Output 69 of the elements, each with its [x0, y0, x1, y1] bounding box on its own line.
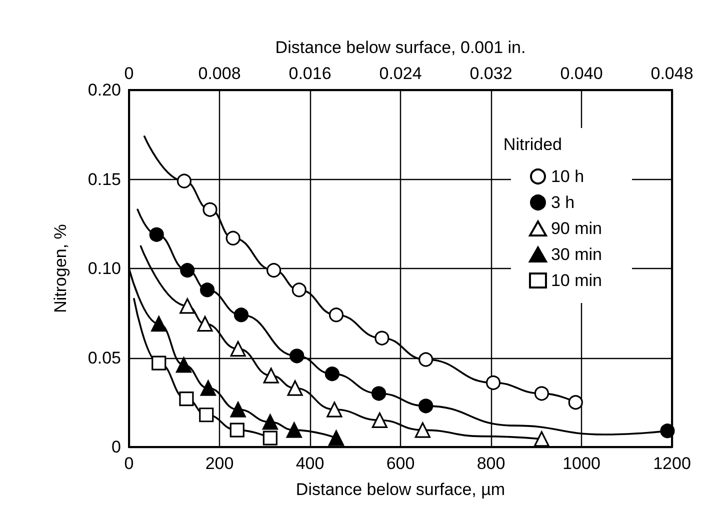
point [226, 230, 240, 246]
point [418, 352, 434, 367]
point [660, 424, 675, 438]
point [324, 366, 340, 382]
x2-tick-label: 0 [124, 64, 134, 83]
point [418, 398, 434, 414]
point [287, 380, 303, 396]
x-axis-title: Distance below surface, µm [296, 480, 506, 499]
point [151, 316, 167, 332]
point [149, 227, 164, 242]
y-tick-label: 0.15 [88, 170, 121, 189]
point [292, 282, 306, 298]
legend-title: Nitrided [503, 135, 562, 154]
point [286, 422, 302, 438]
x2-tick-label: 0.040 [560, 64, 603, 83]
point [262, 430, 278, 446]
point [486, 375, 501, 390]
y-tick-label: 0 [112, 438, 121, 456]
point [328, 430, 344, 446]
point [180, 298, 196, 314]
point [199, 408, 214, 422]
y-tick-label: 0.05 [88, 348, 121, 368]
x-tick-label: 0 [124, 454, 134, 473]
point [230, 422, 244, 438]
point [374, 330, 390, 346]
point [176, 174, 192, 188]
point [152, 356, 166, 370]
point [200, 380, 216, 396]
point [326, 402, 342, 418]
y-axis-title: Nitrogen, % [51, 224, 70, 313]
point [534, 386, 549, 401]
x2-tick-label: 0.016 [288, 64, 332, 83]
point [202, 202, 218, 217]
legend-label: 10 min [550, 271, 602, 290]
x2-tick-label: 0.024 [379, 64, 422, 83]
point [179, 392, 194, 406]
x-tick-label: 1000 [562, 454, 600, 473]
point [234, 308, 249, 322]
point [230, 341, 246, 357]
point [263, 368, 279, 384]
point [197, 316, 213, 332]
y-tick-label: 0.20 [88, 80, 121, 100]
point [568, 395, 583, 410]
point [200, 282, 215, 298]
point [266, 262, 282, 278]
point [230, 402, 246, 418]
point [180, 262, 195, 278]
x-tick-label: 200 [205, 454, 234, 473]
point [372, 412, 388, 428]
point [534, 431, 550, 447]
x2-tick-label: 0.032 [470, 64, 512, 83]
legend-label: 90 min [550, 219, 602, 238]
point [290, 348, 304, 364]
x-tick-label: 600 [386, 454, 415, 473]
x2-tick-label: 0.008 [198, 64, 241, 83]
point [328, 308, 344, 322]
x-tick-label: 1200 [653, 454, 691, 473]
legend-label: 30 min [550, 245, 602, 264]
legend-label: 10 h [550, 167, 584, 186]
x2-axis-title: Distance below surface, 0.001 in. [275, 38, 526, 57]
x2-tick-label: 0.048 [650, 64, 694, 83]
point [414, 422, 430, 438]
y-tick-label: 0.10 [88, 259, 121, 278]
legend-label: 3 h [550, 193, 575, 212]
x-tick-label: 800 [476, 454, 506, 473]
x-tick-label: 400 [296, 454, 324, 473]
point [176, 357, 192, 373]
point [262, 414, 278, 430]
point [371, 386, 386, 401]
